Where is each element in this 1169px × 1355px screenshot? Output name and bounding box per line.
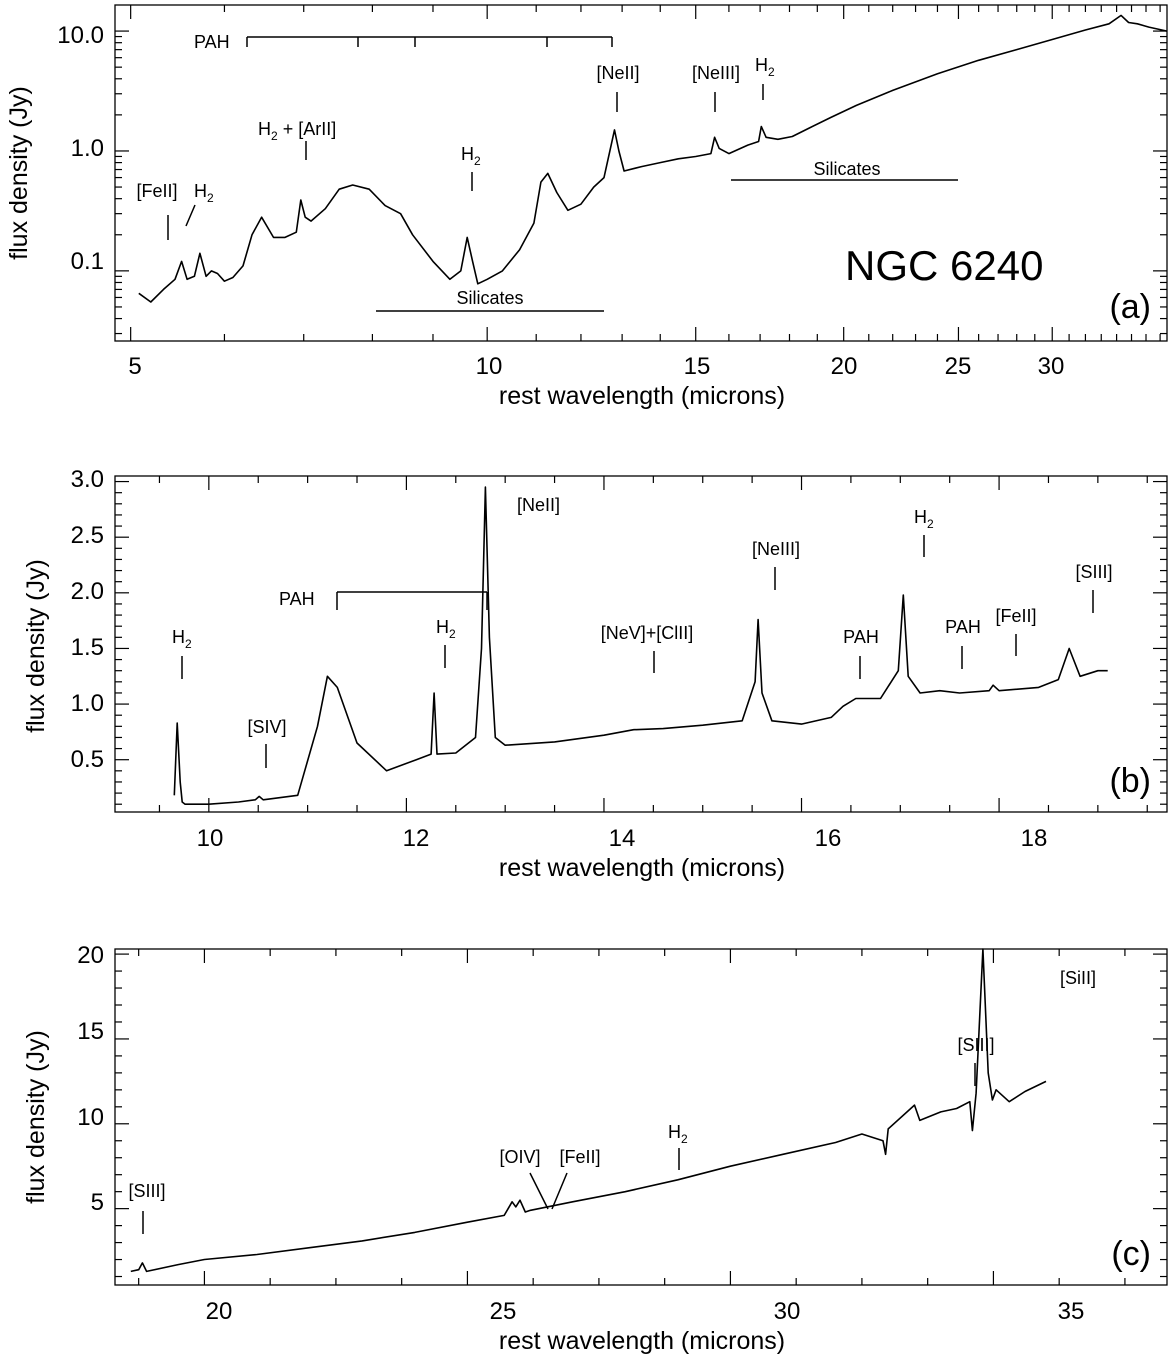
object-name-label: NGC 6240 xyxy=(845,242,1043,289)
panel-c-y-tick-label: 10 xyxy=(77,1104,104,1131)
panel-b-y-tick-label: 2.5 xyxy=(71,522,104,549)
panel-a-x-tick-label: 10 xyxy=(476,353,503,380)
panel-b-x-axis-label: rest wavelength (microns) xyxy=(499,854,785,882)
panel-a-spectrum-line xyxy=(138,14,1168,303)
panel-a-annotation: H2 + [ArII] xyxy=(258,119,336,143)
panel-a-frame xyxy=(114,4,1168,342)
panel-b-x-tick-label: 14 xyxy=(609,825,636,852)
panel-b-annotation: PAH xyxy=(945,617,981,637)
panel-a-annotation: [NeIII] xyxy=(692,63,740,83)
panel-b-annotation: [NeV]+[ClII] xyxy=(601,623,694,643)
panel-a-annotation: Silicates xyxy=(813,159,880,179)
panel-c-ticks xyxy=(115,949,1167,1285)
panel-a-x-axis-label: rest wavelength (microns) xyxy=(499,382,785,410)
panel-c-x-tick-label: 30 xyxy=(774,1298,801,1325)
panel-b-label: (b) xyxy=(1109,762,1151,800)
panel-c-y-tick-label: 20 xyxy=(77,942,104,969)
panel-c-spectrum-line xyxy=(130,948,1047,1273)
panel-a-y-tick-label: 10.0 xyxy=(57,22,104,49)
panel-b-annotation: H2 xyxy=(172,627,192,651)
panel-c-y-tick-label: 5 xyxy=(91,1189,104,1216)
panel-c-x-tick-label: 20 xyxy=(206,1298,233,1325)
panel-b-x-tick-label: 18 xyxy=(1021,825,1048,852)
panel-a-x-tick-label: 5 xyxy=(128,353,141,380)
panel-b-annotation: PAH xyxy=(843,627,879,647)
panel-b-annotation: PAH xyxy=(279,589,315,609)
panel-b-annotation: [FeII] xyxy=(995,606,1036,626)
panel-c-annotation: [OIV] xyxy=(499,1147,540,1167)
panel-a-annotation: H2 xyxy=(194,181,214,205)
panel-c-annotation-marks xyxy=(142,1063,976,1234)
panel-c-x-tick-label: 25 xyxy=(490,1298,517,1325)
panel-a-x-tick-label: 15 xyxy=(684,353,711,380)
panel-c-annotation: [SiII] xyxy=(1060,968,1096,988)
panel-b-annotation: H2 xyxy=(914,507,934,531)
panel-b-annotation: [SIV] xyxy=(247,717,286,737)
panel-b-y-axis-label: flux density (Jy) xyxy=(22,559,50,733)
panel-a-annotation: [FeII] xyxy=(136,181,177,201)
panel-b-annotation: H2 xyxy=(436,617,456,641)
panel-b-frame xyxy=(114,475,1168,813)
panel-a-y-tick-label: 1.0 xyxy=(71,135,104,162)
panel-c-y-axis-label: flux density (Jy) xyxy=(22,1030,50,1204)
panel-a-label: (a) xyxy=(1109,288,1151,326)
panel-b-y-tick-label: 3.0 xyxy=(71,466,104,493)
panel-a-x-tick-label: 30 xyxy=(1038,353,1065,380)
panel-a-annotation: H2 xyxy=(461,144,481,168)
panel-c-label: (c) xyxy=(1111,1235,1151,1273)
panel-a-annotation: PAH xyxy=(194,32,230,52)
panel-b-y-tick-label: 1.0 xyxy=(71,690,104,717)
panel-c-x-axis-label: rest wavelength (microns) xyxy=(499,1327,785,1355)
panel-a-ticks xyxy=(115,5,1167,341)
panel-c-annotation: H2 xyxy=(668,1122,688,1146)
panel-c: 20 25 30 35 5 10 15 20 rest wavelength (… xyxy=(22,942,1168,1355)
panel-b: 10 12 14 16 18 0.5 1.0 1.5 2.0 2.5 3.0 r… xyxy=(22,466,1168,882)
panel-a-x-tick-label: 25 xyxy=(945,353,972,380)
panel-a-y-axis-label: flux density (Jy) xyxy=(5,86,33,260)
panel-c-y-tick-label: 15 xyxy=(77,1018,104,1045)
panel-b-ticks xyxy=(115,476,1167,812)
panel-b-spectrum-line xyxy=(173,486,1108,805)
panel-a-x-tick-label: 20 xyxy=(831,353,858,380)
panel-a: 5 10 15 20 25 30 0.1 1.0 10.0 rest wavel… xyxy=(5,4,1168,410)
panel-b-y-tick-label: 1.5 xyxy=(71,634,104,661)
panel-b-annotation: [NeIII] xyxy=(752,539,800,559)
panel-c-annotation: [FeII] xyxy=(559,1147,600,1167)
panel-b-annotation: [SIII] xyxy=(1075,562,1112,582)
panel-b-x-tick-label: 12 xyxy=(403,825,430,852)
panel-b-x-tick-label: 16 xyxy=(815,825,842,852)
panel-b-y-tick-label: 0.5 xyxy=(71,746,104,773)
panel-b-y-tick-label: 2.0 xyxy=(71,578,104,605)
panel-c-annotation: [SIII] xyxy=(957,1035,994,1055)
panel-b-annotation: [NeII] xyxy=(517,495,560,515)
panel-a-annotation: [NeII] xyxy=(596,63,639,83)
panel-a-annotation-marks xyxy=(167,36,958,312)
panel-c-frame xyxy=(114,948,1168,1286)
panel-b-annotation-marks xyxy=(181,535,1094,768)
panel-a-annotation: Silicates xyxy=(456,288,523,308)
panel-b-x-tick-label: 10 xyxy=(197,825,224,852)
panel-c-annotation: [SIII] xyxy=(128,1181,165,1201)
panel-a-annotation: H2 xyxy=(755,55,775,79)
panel-a-y-tick-label: 0.1 xyxy=(71,248,104,275)
panel-c-x-tick-label: 35 xyxy=(1058,1298,1085,1325)
